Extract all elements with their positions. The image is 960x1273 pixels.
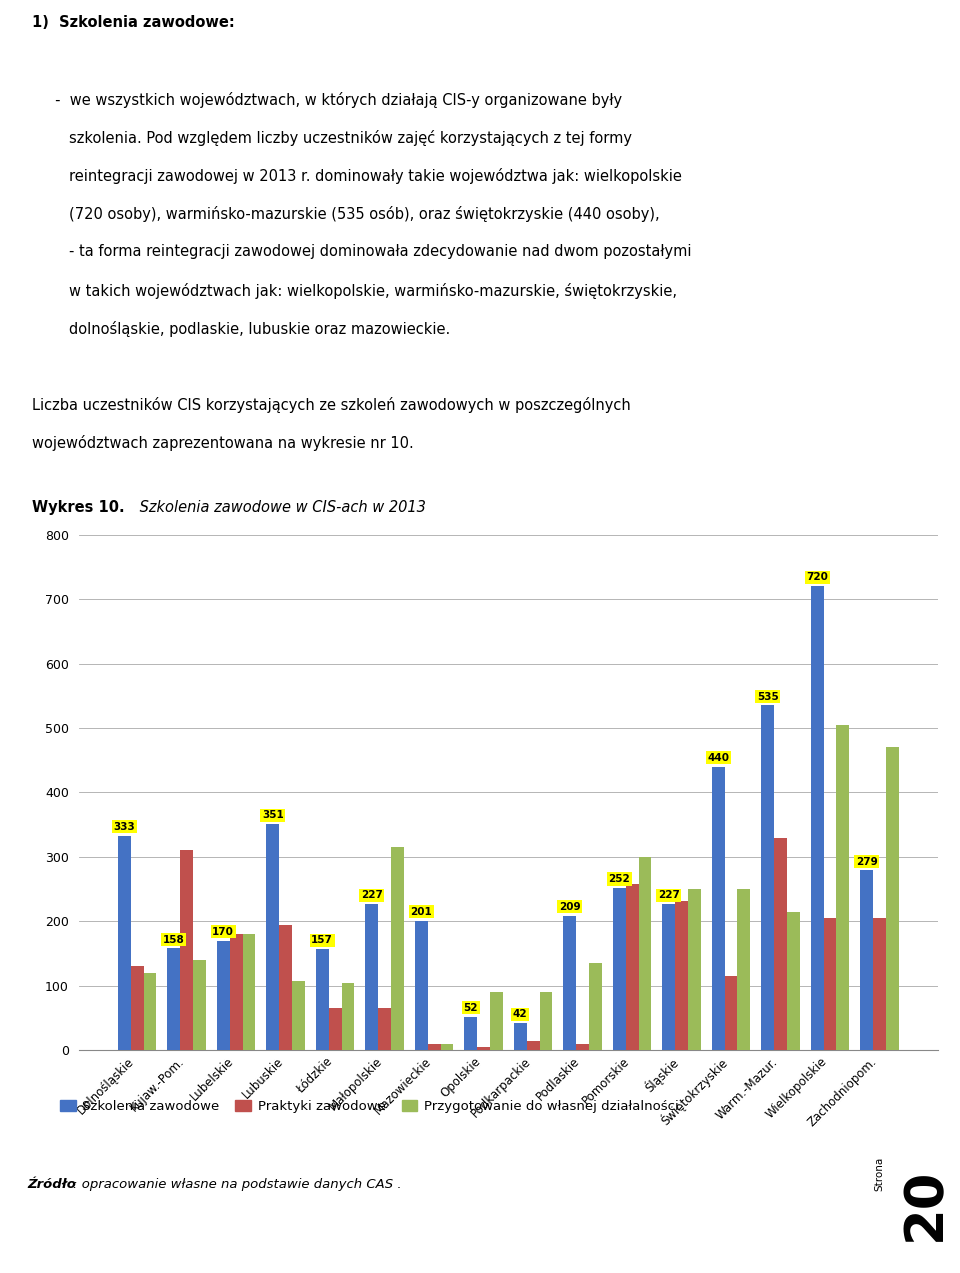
Bar — [229, 934, 243, 1050]
Text: 351: 351 — [262, 810, 283, 820]
Text: Strona: Strona — [874, 1157, 884, 1190]
Bar — [638, 857, 652, 1050]
Bar — [342, 983, 354, 1050]
Bar — [391, 848, 404, 1050]
Text: reintegracji zawodowej w 2013 r. dominowały takie województwa jak: wielkopolskie: reintegracji zawodowej w 2013 r. dominow… — [32, 168, 682, 185]
Bar — [774, 838, 787, 1050]
Bar — [824, 918, 836, 1050]
Text: -  we wszystkich województwach, w których działają CIS-y organizowane były: - we wszystkich województwach, w których… — [32, 92, 622, 108]
Text: 201: 201 — [410, 906, 432, 917]
Text: 158: 158 — [163, 934, 184, 945]
Bar — [737, 889, 751, 1050]
Text: w takich województwach jak: wielkopolskie, warmińsko-mazurskie, świętokrzyskie,: w takich województwach jak: wielkopolski… — [32, 283, 677, 299]
Text: 227: 227 — [658, 890, 680, 900]
Bar — [266, 824, 279, 1050]
Bar — [626, 883, 638, 1050]
Bar — [292, 981, 305, 1050]
Bar — [711, 766, 725, 1050]
Text: 170: 170 — [212, 927, 234, 937]
Bar — [477, 1046, 490, 1050]
Bar — [131, 966, 143, 1050]
Bar — [860, 871, 874, 1050]
Bar — [279, 924, 292, 1050]
Bar — [527, 1040, 540, 1050]
Bar — [688, 889, 701, 1050]
Legend: Szkolenia zawodowe, Praktyki zawodowe, Przygotowanie do własnej działalności: Szkolenia zawodowe, Praktyki zawodowe, P… — [55, 1095, 684, 1119]
Text: dolnośląskie, podlaskie, lubuskie oraz mazowieckie.: dolnośląskie, podlaskie, lubuskie oraz m… — [32, 321, 450, 336]
Bar — [365, 904, 378, 1050]
Bar — [836, 724, 850, 1050]
Bar — [143, 973, 156, 1050]
Text: 42: 42 — [513, 1009, 527, 1020]
Bar — [118, 835, 131, 1050]
Bar — [811, 586, 824, 1050]
Bar — [589, 964, 602, 1050]
Bar — [328, 1008, 342, 1050]
Bar — [490, 992, 503, 1050]
Text: 227: 227 — [361, 890, 383, 900]
Text: 333: 333 — [113, 822, 135, 831]
Text: - ta forma reintegracji zawodowej dominowała zdecydowanie nad dwom pozostałymi: - ta forma reintegracji zawodowej domino… — [32, 244, 691, 260]
Bar — [576, 1044, 589, 1050]
Bar — [243, 934, 255, 1050]
Bar — [217, 941, 229, 1050]
Text: : opracowanie własne na podstawie danych CAS .: : opracowanie własne na podstawie danych… — [73, 1179, 402, 1192]
Bar — [378, 1008, 391, 1050]
Text: 720: 720 — [806, 573, 828, 582]
Bar — [761, 705, 774, 1050]
Text: 440: 440 — [708, 752, 730, 763]
Bar — [874, 918, 886, 1050]
Bar — [193, 960, 205, 1050]
Text: 252: 252 — [609, 875, 630, 883]
Text: 157: 157 — [311, 936, 333, 945]
Bar — [441, 1044, 453, 1050]
Text: 209: 209 — [559, 901, 581, 911]
Bar — [316, 950, 328, 1050]
Text: 20: 20 — [900, 1167, 951, 1241]
Text: Źródło: Źródło — [27, 1179, 76, 1192]
Text: Szkolenia zawodowe w CIS-ach w 2013: Szkolenia zawodowe w CIS-ach w 2013 — [135, 500, 426, 516]
Bar — [564, 915, 576, 1050]
Text: (720 osoby), warmińsko-mazurskie (535 osób), oraz świętokrzyskie (440 osoby),: (720 osoby), warmińsko-mazurskie (535 os… — [32, 206, 660, 223]
Text: województwach zaprezentowana na wykresie nr 10.: województwach zaprezentowana na wykresie… — [32, 435, 414, 451]
Bar — [465, 1017, 477, 1050]
Bar — [167, 948, 180, 1050]
Bar — [787, 911, 800, 1050]
Text: szkolenia. Pod względem liczby uczestników zajęć korzystających z tej formy: szkolenia. Pod względem liczby uczestnik… — [32, 130, 632, 146]
Bar — [675, 901, 688, 1050]
Bar — [662, 904, 675, 1050]
Bar — [514, 1023, 527, 1050]
Text: 52: 52 — [464, 1003, 478, 1013]
Bar — [612, 887, 626, 1050]
Text: Wykres 10.: Wykres 10. — [32, 500, 124, 516]
Text: 279: 279 — [855, 857, 877, 867]
Text: Liczba uczestników CIS korzystających ze szkoleń zawodowych w poszczególnych: Liczba uczestników CIS korzystających ze… — [32, 397, 631, 412]
Bar — [886, 747, 899, 1050]
Bar — [540, 992, 552, 1050]
Bar — [427, 1044, 441, 1050]
Bar — [725, 976, 737, 1050]
Text: 1)  Szkolenia zawodowe:: 1) Szkolenia zawodowe: — [32, 15, 234, 31]
Bar — [180, 850, 193, 1050]
Bar — [415, 920, 427, 1050]
Text: 535: 535 — [756, 691, 779, 701]
